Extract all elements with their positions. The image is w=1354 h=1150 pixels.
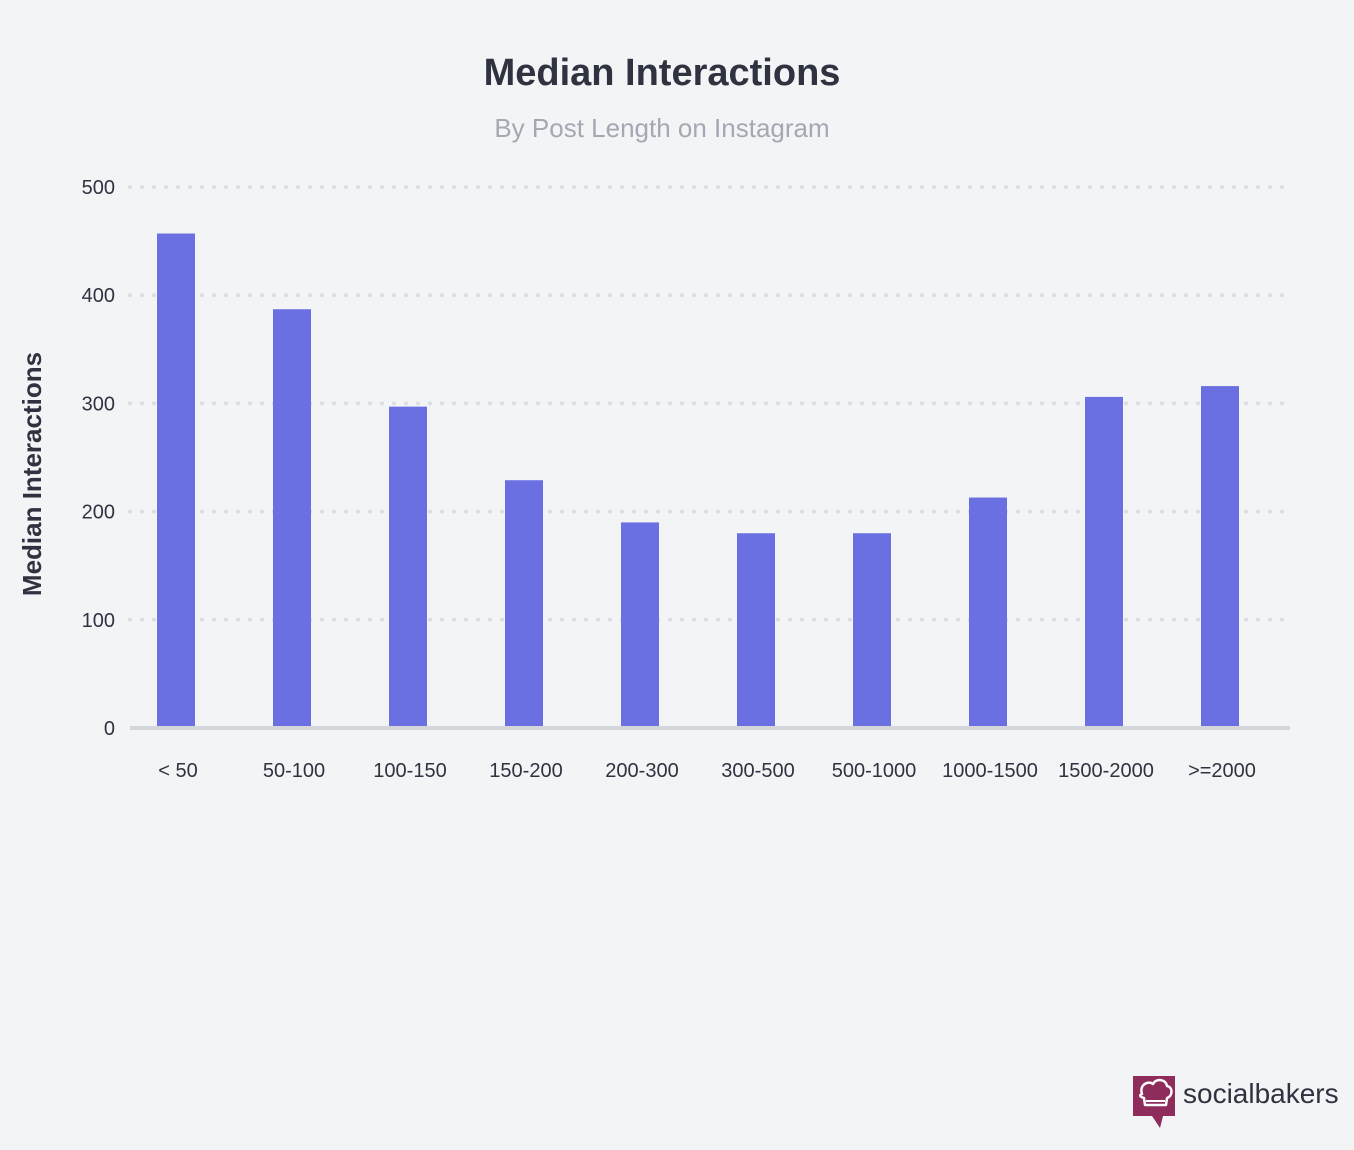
x-tick-label: 150-200 (489, 760, 562, 782)
y-tick-label: 300 (82, 393, 115, 415)
chart-title: Median Interactions (484, 52, 841, 94)
y-tick-label: 500 (82, 177, 115, 199)
x-tick-label: < 50 (158, 760, 197, 782)
x-tick-label: 200-300 (605, 760, 678, 782)
x-tick-label: >=2000 (1188, 760, 1256, 782)
bar (273, 309, 311, 728)
y-tick-label: 0 (104, 718, 115, 740)
y-tick-label: 400 (82, 285, 115, 307)
bar (505, 480, 543, 728)
x-tick-label: 500-1000 (832, 760, 917, 782)
x-tick-label: 100-150 (373, 760, 446, 782)
bar (1085, 396, 1123, 728)
socialbakers-logo: socialbakers (1133, 1076, 1339, 1128)
bar (853, 533, 891, 728)
y-axis-label: Median Interactions (17, 352, 47, 596)
chart-subtitle: By Post Length on Instagram (494, 113, 829, 143)
bar (1201, 386, 1239, 728)
bar (621, 522, 659, 728)
x-tick-label: 1500-2000 (1058, 760, 1154, 782)
bar (389, 406, 427, 728)
chef-hat-speech-bubble-icon (1133, 1076, 1175, 1128)
bars (157, 233, 1239, 728)
bar (157, 233, 195, 728)
x-tick-labels: < 50 50-100 100-150 150-200 200-300 300-500 50… (158, 760, 1256, 782)
x-tick-label: 1000-1500 (942, 760, 1038, 782)
grid-layer (128, 185, 1292, 622)
x-tick-label: 50-100 (263, 760, 325, 782)
y-tick-labels: 0 100 200 300 400 500 (82, 177, 115, 740)
bar (969, 497, 1007, 728)
brand-name: socialbakers (1183, 1078, 1339, 1109)
y-tick-label: 100 (82, 610, 115, 632)
x-tick-label: 300-500 (721, 760, 794, 782)
bar (737, 533, 775, 728)
y-tick-label: 200 (82, 502, 115, 524)
